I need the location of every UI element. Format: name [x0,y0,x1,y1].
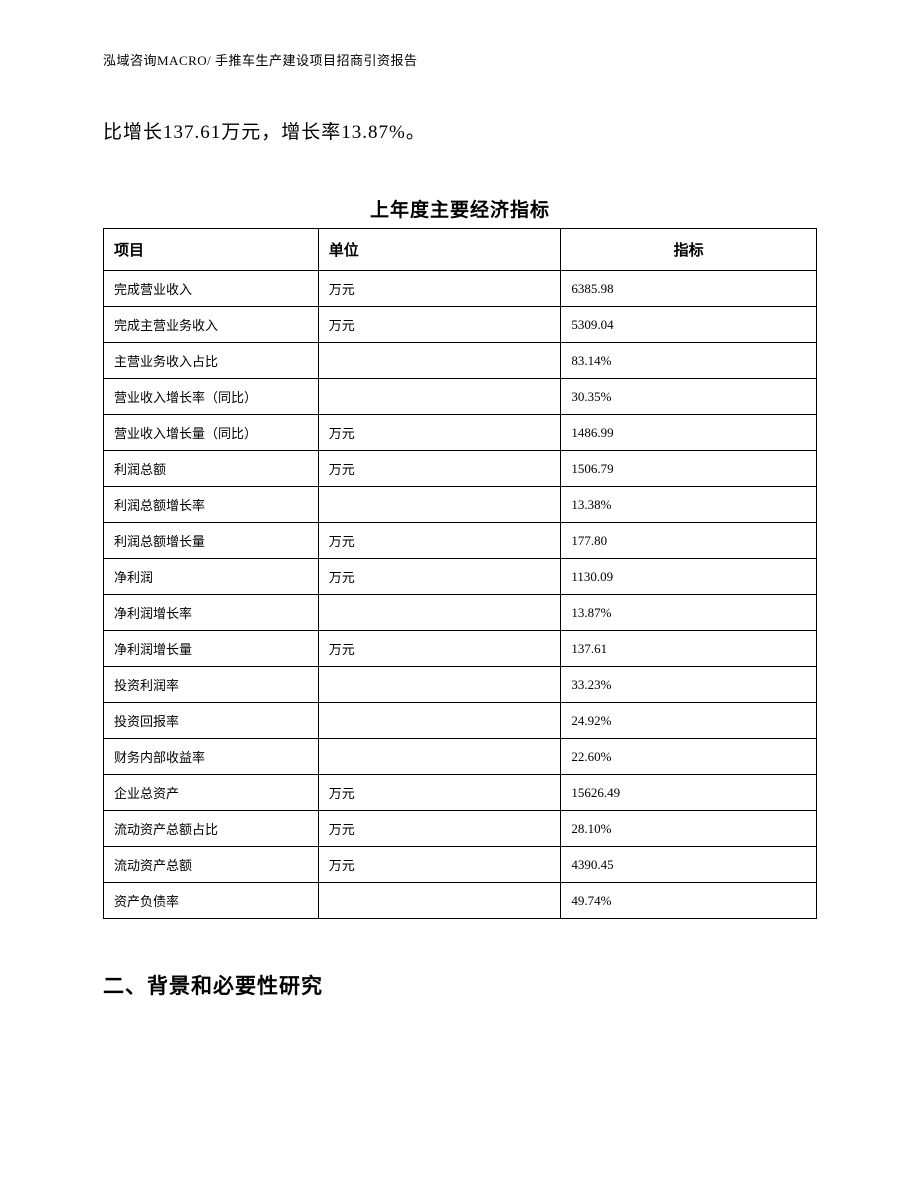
table-row: 企业总资产万元15626.49 [104,775,817,811]
table-cell-value: 15626.49 [561,775,817,811]
table-cell-item: 营业收入增长量（同比） [104,415,319,451]
table-cell-unit [318,595,561,631]
table-cell-item: 利润总额增长率 [104,487,319,523]
section-heading: 二、背景和必要性研究 [103,970,323,1000]
table-cell-value: 24.92% [561,703,817,739]
table-cell-item: 完成主营业务收入 [104,307,319,343]
table-cell-unit [318,739,561,775]
table-cell-unit: 万元 [318,775,561,811]
table-cell-value: 49.74% [561,883,817,919]
table-cell-value: 137.61 [561,631,817,667]
table-cell-value: 13.87% [561,595,817,631]
intro-paragraph: 比增长137.61万元，增长率13.87%。 [103,117,426,144]
table-row: 利润总额增长率 13.38% [104,487,817,523]
table-row: 净利润增长量万元137.61 [104,631,817,667]
table-cell-unit: 万元 [318,811,561,847]
table-row: 财务内部收益率 22.60% [104,739,817,775]
table-row: 净利润增长率 13.87% [104,595,817,631]
table-row: 完成主营业务收入万元5309.04 [104,307,817,343]
table-cell-item: 流动资产总额占比 [104,811,319,847]
table-cell-item: 净利润 [104,559,319,595]
table-row: 营业收入增长量（同比）万元1486.99 [104,415,817,451]
table-cell-item: 投资回报率 [104,703,319,739]
table-cell-value: 33.23% [561,667,817,703]
economic-indicators-table: 项目 单位 指标 完成营业收入万元6385.98完成主营业务收入万元5309.0… [103,228,817,919]
table-cell-value: 4390.45 [561,847,817,883]
table-cell-unit: 万元 [318,451,561,487]
table-cell-value: 177.80 [561,523,817,559]
table-cell-item: 资产负债率 [104,883,319,919]
table-row: 净利润万元1130.09 [104,559,817,595]
table-row: 资产负债率 49.74% [104,883,817,919]
table-cell-item: 利润总额 [104,451,319,487]
table-cell-value: 28.10% [561,811,817,847]
table-row: 利润总额万元1506.79 [104,451,817,487]
table-cell-unit: 万元 [318,847,561,883]
table-cell-item: 净利润增长量 [104,631,319,667]
table-cell-item: 完成营业收入 [104,271,319,307]
table-cell-item: 流动资产总额 [104,847,319,883]
table-header-cell: 项目 [104,229,319,271]
table-cell-unit [318,883,561,919]
table-cell-item: 企业总资产 [104,775,319,811]
table-cell-unit: 万元 [318,415,561,451]
table-cell-value: 1506.79 [561,451,817,487]
table-row: 主营业务收入占比 83.14% [104,343,817,379]
table-cell-unit [318,379,561,415]
table-cell-value: 6385.98 [561,271,817,307]
table-cell-value: 13.38% [561,487,817,523]
table-header-row: 项目 单位 指标 [104,229,817,271]
table-row: 投资利润率 33.23% [104,667,817,703]
table-cell-unit: 万元 [318,523,561,559]
table-cell-item: 投资利润率 [104,667,319,703]
table-cell-unit: 万元 [318,631,561,667]
table-cell-item: 净利润增长率 [104,595,319,631]
table-title: 上年度主要经济指标 [0,195,920,222]
table-cell-value: 83.14% [561,343,817,379]
table-cell-unit: 万元 [318,271,561,307]
table-row: 利润总额增长量万元177.80 [104,523,817,559]
table-cell-unit: 万元 [318,307,561,343]
table-cell-value: 30.35% [561,379,817,415]
table-cell-item: 营业收入增长率（同比） [104,379,319,415]
table-cell-item: 利润总额增长量 [104,523,319,559]
table-cell-unit [318,703,561,739]
table-cell-value: 1130.09 [561,559,817,595]
table-row: 完成营业收入万元6385.98 [104,271,817,307]
table-row: 营业收入增长率（同比） 30.35% [104,379,817,415]
table-row: 投资回报率 24.92% [104,703,817,739]
table-cell-item: 财务内部收益率 [104,739,319,775]
table-header-cell: 指标 [561,229,817,271]
table-cell-unit: 万元 [318,559,561,595]
table-cell-unit [318,487,561,523]
table-cell-value: 5309.04 [561,307,817,343]
table-cell-unit [318,343,561,379]
table-cell-value: 22.60% [561,739,817,775]
table-cell-item: 主营业务收入占比 [104,343,319,379]
table-cell-value: 1486.99 [561,415,817,451]
table-cell-unit [318,667,561,703]
page-header: 泓域咨询MACRO/ 手推车生产建设项目招商引资报告 [103,50,418,69]
table-header-cell: 单位 [318,229,561,271]
table-row: 流动资产总额占比万元28.10% [104,811,817,847]
table-row: 流动资产总额万元4390.45 [104,847,817,883]
